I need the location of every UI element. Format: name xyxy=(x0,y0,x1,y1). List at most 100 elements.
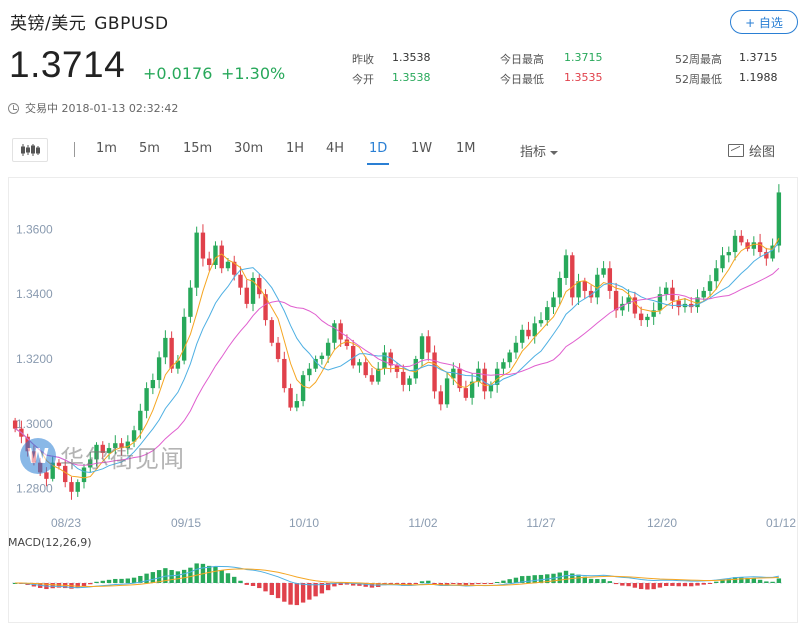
candle-body xyxy=(520,329,525,343)
tab-15m[interactable]: 15m xyxy=(183,141,213,156)
macd-bar xyxy=(232,576,237,583)
tab-5m[interactable]: 5m xyxy=(139,141,160,156)
instrument-name: 英镑/美元 xyxy=(10,14,87,34)
candle-body xyxy=(463,388,469,398)
tab-1m[interactable]: 1m xyxy=(96,141,117,156)
trading-status-text: 交易中 2018-01-13 02:32:42 xyxy=(25,102,179,115)
candle-body xyxy=(138,410,143,431)
candle-body xyxy=(526,329,531,337)
candle-body xyxy=(181,316,187,361)
watermark-logo: W xyxy=(20,438,56,474)
candle-body xyxy=(476,368,481,382)
macd-bar xyxy=(513,577,519,583)
price-change: +0.0176 xyxy=(143,64,213,83)
macd-bar xyxy=(325,583,331,591)
macd-bar xyxy=(682,583,688,587)
macd-bar xyxy=(645,583,650,590)
candle-body xyxy=(113,443,118,449)
candle-body xyxy=(651,310,656,317)
macd-bar xyxy=(757,579,763,583)
stat-value: 1.3535 xyxy=(564,71,603,84)
macd-bar xyxy=(620,583,625,586)
macd-bar xyxy=(75,583,80,589)
candle-body xyxy=(557,277,562,298)
candle-body xyxy=(131,430,137,442)
candle-body xyxy=(419,336,425,359)
chart-area[interactable] xyxy=(8,177,798,623)
candle-body xyxy=(545,307,550,321)
stat-2: 今日最高 1.3715 xyxy=(500,51,603,67)
tab-1m[interactable]: 1M xyxy=(456,141,476,156)
tab-30m[interactable]: 30m xyxy=(234,141,264,156)
macd-bar xyxy=(632,583,638,588)
clock-icon xyxy=(8,102,19,114)
macd-bar xyxy=(488,583,494,584)
candle-body xyxy=(350,346,356,366)
last-price: 1.3714 xyxy=(9,44,126,85)
watermark: W 华尔街见闻 xyxy=(20,438,185,474)
macd-bar xyxy=(776,578,782,583)
candle-body xyxy=(570,255,575,298)
macd-bar xyxy=(413,583,418,585)
candle-body xyxy=(707,281,713,291)
indicator-menu[interactable]: 指标 xyxy=(520,141,559,160)
draw-button[interactable]: 绘图 xyxy=(728,141,775,160)
macd-bar xyxy=(651,583,656,590)
candle-body xyxy=(119,443,124,449)
price-change-percent: +1.30% xyxy=(221,64,286,83)
macd-bar xyxy=(601,579,606,583)
tab-1w[interactable]: 1W xyxy=(411,141,433,156)
candle-body xyxy=(751,242,757,249)
candle-body xyxy=(482,368,487,392)
candle-body xyxy=(294,401,300,408)
stat-label: 昨收 xyxy=(352,53,374,66)
macd-dea-line xyxy=(15,568,779,588)
candle-body xyxy=(501,362,506,369)
macd-bar xyxy=(332,583,337,587)
macd-bar xyxy=(275,583,281,599)
tab-1h[interactable]: 1H xyxy=(286,141,305,156)
candle-body xyxy=(720,255,725,269)
ma10-line xyxy=(14,242,780,474)
candle-body xyxy=(488,384,494,392)
candle-body xyxy=(714,268,719,282)
candlestick-type-button[interactable] xyxy=(12,138,48,162)
candle-body xyxy=(613,290,619,311)
macd-bar xyxy=(701,583,706,585)
candle-body xyxy=(645,316,650,321)
candle-body xyxy=(732,235,738,253)
macd-bar xyxy=(225,573,231,583)
candle-body xyxy=(300,375,306,402)
candle-body xyxy=(250,277,256,304)
x-tick-label: 11/02 xyxy=(408,516,437,530)
candle-body xyxy=(12,420,18,429)
candle-body xyxy=(338,323,343,340)
y-tick-label: 1.3400 xyxy=(16,287,53,301)
candle-body xyxy=(188,287,193,317)
y-tick-label: 1.2800 xyxy=(16,482,53,496)
macd-bar xyxy=(94,581,99,583)
tab-4h[interactable]: 4H xyxy=(326,141,345,156)
add-watchlist-button[interactable]: + 自选 xyxy=(730,10,798,34)
stat-value: 1.1988 xyxy=(739,71,778,84)
candle-body xyxy=(81,467,87,483)
ma20-line xyxy=(14,267,780,466)
candle-body xyxy=(88,459,93,468)
candle-body xyxy=(676,300,681,308)
watermark-text: 华尔街见闻 xyxy=(60,444,185,473)
tab-1d[interactable]: 1D xyxy=(366,141,390,165)
macd-bar xyxy=(313,583,318,597)
macd-label: MACD(12,26,9) xyxy=(8,536,92,549)
candle-body xyxy=(532,323,537,337)
candle-body xyxy=(438,391,444,405)
candle-body xyxy=(770,245,775,259)
macd-bar xyxy=(181,569,187,583)
stat-label: 今日最低 xyxy=(500,73,544,86)
candle-body xyxy=(207,258,212,265)
candle-body xyxy=(426,336,431,353)
macd-bar xyxy=(482,583,487,584)
macd-bar xyxy=(138,575,143,583)
macd-bar xyxy=(294,583,300,606)
macd-bar xyxy=(663,583,669,587)
